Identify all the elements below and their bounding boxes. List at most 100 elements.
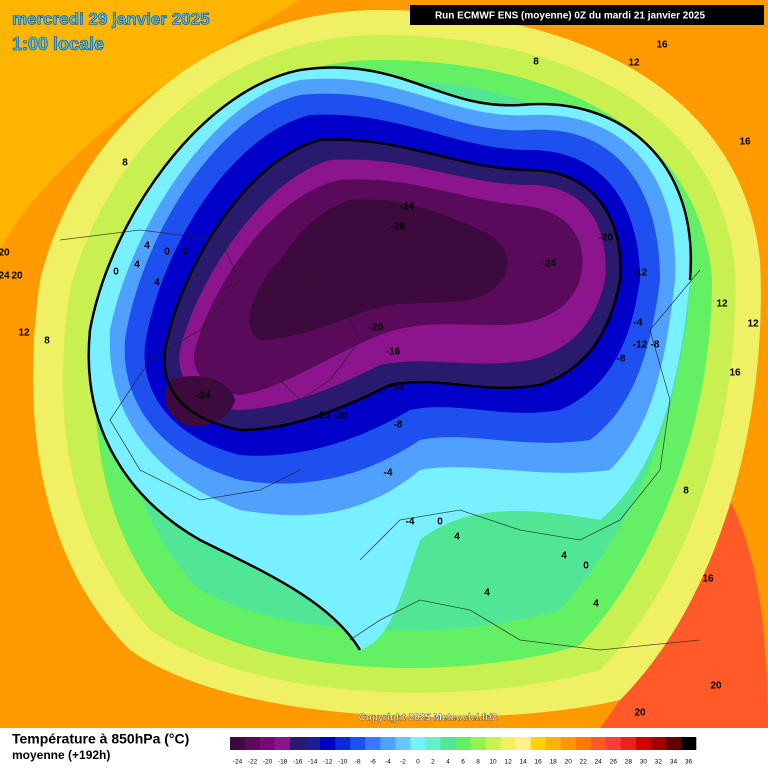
colorbar-label: -4 bbox=[385, 759, 391, 766]
colorbar-swatch bbox=[605, 737, 622, 750]
colorbar: -24 -22 -20 -18 -16 -14 -12 -10 -8 -6 -4 -2 0 2 4 6 8 10 1… bbox=[230, 737, 697, 766]
copyright: Copyright 2025 Meteociel.fr/2 bbox=[359, 713, 498, 724]
contour-label: 12 bbox=[716, 299, 728, 310]
contour-label: 4 bbox=[454, 532, 460, 543]
contour-label: 0 bbox=[113, 267, 119, 278]
colorbar-swatch bbox=[245, 737, 261, 750]
time-title: 1:00 locale bbox=[12, 34, 104, 54]
contour-label: -4 bbox=[634, 318, 643, 329]
colorbar-label: -24 bbox=[233, 759, 243, 766]
contour-label: -12 bbox=[390, 382, 405, 393]
colorbar-label: 14 bbox=[520, 759, 528, 766]
colorbar-swatch bbox=[365, 737, 381, 750]
colorbar-label: 24 bbox=[595, 759, 603, 766]
contour-label: -8 bbox=[651, 340, 660, 351]
legend-title: Température à 850hPa (°C) bbox=[12, 731, 189, 747]
colorbar-label: -22 bbox=[248, 759, 258, 766]
colorbar-label: 6 bbox=[461, 759, 465, 766]
colorbar-label: 12 bbox=[504, 759, 512, 766]
contour-label: 0 bbox=[583, 561, 589, 572]
contour-label: 4 bbox=[593, 599, 599, 610]
date-title: mercredi 29 janvier 2025 bbox=[12, 9, 210, 28]
contour-label: 12 bbox=[18, 328, 30, 339]
colorbar-swatch bbox=[590, 737, 607, 750]
colorbar-label: -16 bbox=[293, 759, 303, 766]
colorbar-swatch bbox=[560, 737, 577, 750]
contour-label: -20 bbox=[369, 323, 384, 334]
colorbar-label: 30 bbox=[640, 759, 648, 766]
colorbar-label: -14 bbox=[308, 759, 318, 766]
colorbar-swatch bbox=[350, 737, 366, 750]
contour-label: -4 bbox=[384, 468, 393, 479]
colorbar-label: 26 bbox=[610, 759, 618, 766]
run-box bbox=[410, 5, 764, 25]
field-coldest bbox=[249, 199, 508, 340]
colorbar-swatch bbox=[230, 737, 246, 750]
contour-label: -12 bbox=[633, 268, 648, 279]
contour-label: -24 bbox=[400, 202, 415, 213]
contour-label: -24 bbox=[196, 391, 211, 402]
colorbar-swatch bbox=[320, 737, 336, 750]
minus20-isotherm bbox=[163, 138, 622, 432]
colorbar-swatch bbox=[275, 737, 291, 750]
contour-label: -24 bbox=[542, 259, 557, 270]
contour-label: 4 bbox=[154, 278, 160, 289]
colorbar-label: 8 bbox=[476, 759, 480, 766]
colorbar-label: 0 bbox=[416, 759, 420, 766]
colorbar-label: 28 bbox=[625, 759, 633, 766]
contour-label: 16 bbox=[656, 40, 668, 51]
contour-label: -4 bbox=[406, 517, 415, 528]
colorbar-label: -10 bbox=[338, 759, 348, 766]
contour-label: 20 bbox=[710, 681, 722, 692]
contour-label: 8 bbox=[44, 336, 50, 347]
contour-label: 20 bbox=[634, 708, 646, 719]
contour-label: 4 bbox=[484, 588, 490, 599]
colorbar-label: -6 bbox=[370, 759, 376, 766]
zero-isotherm bbox=[87, 66, 693, 651]
colorbar-label: 4 bbox=[446, 759, 450, 766]
colorbar-label: 32 bbox=[655, 759, 663, 766]
contour-label: -20 bbox=[333, 411, 348, 422]
colorbar-swatch bbox=[530, 737, 546, 750]
colorbar-label: 10 bbox=[489, 759, 497, 766]
contour-label: -8 bbox=[394, 420, 403, 431]
colorbar-swatch bbox=[395, 737, 411, 750]
contour-label: -20 bbox=[599, 233, 614, 244]
contour-label: 20 bbox=[0, 248, 10, 259]
contour-label: 4 bbox=[134, 260, 140, 271]
colorbar-swatch bbox=[650, 737, 667, 750]
colorbar-swatch bbox=[335, 737, 351, 750]
contour-label: 8 bbox=[533, 57, 539, 68]
colorbar-swatch bbox=[680, 737, 697, 750]
colorbar-label: 18 bbox=[550, 759, 558, 766]
colorbar-label: 20 bbox=[565, 759, 573, 766]
contour-label: 4 bbox=[144, 241, 150, 252]
contour-label: -20 bbox=[316, 411, 331, 422]
colorbar-swatch bbox=[500, 737, 516, 750]
contour-label: -28 bbox=[391, 222, 406, 233]
contour-label: 20 bbox=[11, 271, 23, 282]
contour-label: 16 bbox=[729, 368, 741, 379]
contour-label: 24 bbox=[0, 271, 10, 282]
contour-label: 0 bbox=[437, 517, 443, 528]
colorbar-label: 16 bbox=[535, 759, 543, 766]
colorbar-label: -20 bbox=[263, 759, 273, 766]
colorbar-swatch bbox=[290, 737, 306, 750]
colorbar-swatch bbox=[410, 737, 426, 750]
colorbar-label: -2 bbox=[400, 759, 406, 766]
colorbar-label: -12 bbox=[323, 759, 333, 766]
contour-label: 16 bbox=[702, 574, 714, 585]
colorbar-swatch bbox=[305, 737, 321, 750]
contour-label: 0 bbox=[164, 247, 170, 258]
contour-label: 8 bbox=[122, 158, 128, 169]
contour-label: 16 bbox=[739, 137, 751, 148]
colorbar-label: -18 bbox=[278, 759, 288, 766]
run-label: Run ECMWF ENS (moyenne) 0Z du mardi 21 j… bbox=[435, 11, 706, 22]
colorbar-swatch bbox=[440, 737, 456, 750]
colorbar-swatch bbox=[575, 737, 592, 750]
colorbar-swatch bbox=[620, 737, 637, 750]
colorbar-label: 34 bbox=[670, 759, 678, 766]
colorbar-swatch bbox=[635, 737, 652, 750]
colorbar-swatch bbox=[665, 737, 682, 750]
